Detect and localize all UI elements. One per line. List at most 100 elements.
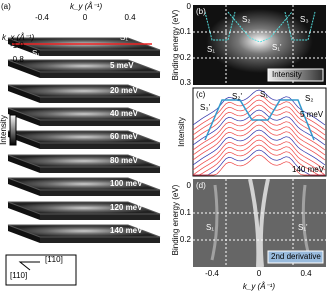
energy-label: 80 meV [110, 156, 139, 165]
state-label: S₁' [272, 43, 282, 52]
edc-curve [192, 114, 326, 151]
tick-label: -0.4 [35, 13, 49, 22]
energy-label: 120 meV [110, 203, 143, 212]
guide-line [204, 11, 236, 41]
slab-front [40, 50, 160, 56]
colorbar [267, 68, 324, 82]
tick-label: 0 [187, 2, 192, 11]
state-label: S₂' [232, 92, 242, 101]
axis-label: k_y (Å⁻¹) [70, 2, 103, 11]
tick-label: 0.2 [180, 235, 192, 244]
tick-label: 0 [257, 269, 262, 278]
edc-curve [193, 154, 325, 176]
edc-curve [193, 144, 325, 176]
slab-top [7, 84, 161, 98]
slab-top [7, 59, 161, 73]
tick-label: -0.8 [10, 55, 24, 64]
panel-label: (d) [196, 181, 206, 190]
state-label: S₁ [32, 49, 40, 58]
panel-label: (a) [1, 2, 11, 11]
edc-curve [192, 134, 326, 171]
direction-label: [110] [10, 271, 27, 280]
slab-front [40, 190, 160, 196]
energy-label: 20 meV [110, 86, 139, 95]
axis-label: Intensity [177, 117, 186, 147]
slab-side [8, 178, 40, 196]
axis-label: Binding energy (eV) [171, 9, 180, 80]
tick-label: 0 [187, 181, 192, 190]
axis-label: k_x (Å⁻¹) [2, 33, 35, 42]
state-label: S₁' [298, 223, 308, 232]
colorbar-label: Intensity [272, 70, 302, 79]
axis-label: Binding energy (eV) [171, 184, 180, 255]
colorbar [267, 250, 324, 264]
slab-front [40, 120, 160, 126]
slab-top [7, 130, 161, 144]
slab-front [40, 214, 160, 220]
state-label: S₁ [260, 90, 268, 99]
tick-label: 0.1 [180, 208, 192, 217]
guide-line [284, 11, 316, 41]
slab-side [8, 85, 40, 103]
state-label: S₂ [242, 15, 250, 24]
inset-frame [5, 254, 77, 286]
band [248, 178, 270, 268]
colorbar-label: 2nd derivative [271, 252, 321, 261]
slab-top [7, 154, 161, 168]
slab-top [7, 224, 161, 238]
panel-label: (b) [196, 7, 206, 16]
tick-label: -0.4 [205, 269, 219, 278]
colorbar-label: Intensity [0, 115, 8, 145]
energy-label: 5 meV [110, 61, 134, 70]
tick-label: -1.0 [10, 41, 24, 50]
slab-front [40, 237, 160, 243]
energy-label: 140 meV [110, 226, 143, 235]
edc-curve [192, 139, 326, 176]
slab-top [7, 201, 161, 215]
tick-label: 0.2 [180, 53, 192, 62]
guide-line [204, 99, 315, 141]
axis-label: k_y (Å⁻¹) [243, 282, 276, 291]
energy-label: 40 meV [110, 109, 139, 118]
direction-label: [1̄10] [45, 255, 63, 264]
slab-front [40, 167, 160, 173]
state-label: S₁ [207, 45, 215, 54]
panel-label: (c) [196, 90, 206, 99]
tick-label: 0.3 [180, 78, 192, 87]
slab-top [7, 107, 161, 121]
tick-label: 0.4 [300, 269, 312, 278]
edc-curve [192, 104, 326, 141]
edc-curve [192, 99, 326, 136]
energy-label: 140 meV [292, 165, 325, 174]
energy-label: 100 meV [110, 179, 143, 188]
colorbar [9, 114, 17, 146]
state-label: S₂ [305, 94, 313, 103]
state-label: S₃ [300, 15, 309, 24]
slab-side [8, 60, 40, 78]
energy-label: 60 meV [110, 132, 139, 141]
slab-side [8, 108, 40, 126]
slab-side [8, 155, 40, 173]
tick-label: 0 [83, 13, 88, 22]
slab-front [40, 72, 160, 78]
slab-front [40, 143, 160, 149]
state-label: S₁ [206, 223, 214, 232]
tick-label: 0.4 [124, 13, 136, 22]
edc-curve [192, 124, 326, 161]
guide-line [227, 11, 293, 43]
edc-curve [193, 149, 325, 176]
state-label: S₃' [200, 103, 211, 112]
slab-side [8, 225, 40, 243]
slab-side [8, 202, 40, 220]
energy-label: 5 meV [300, 110, 324, 119]
edc-curve [192, 109, 326, 146]
panel-a [5, 37, 161, 286]
tick-label: 0.1 [180, 27, 192, 36]
direction-arrows [18, 261, 40, 271]
slab-top [7, 177, 161, 191]
slab-side [8, 38, 40, 56]
edc-curve [192, 129, 326, 166]
state-label: S₁' [120, 33, 130, 42]
slab-front [40, 97, 160, 103]
